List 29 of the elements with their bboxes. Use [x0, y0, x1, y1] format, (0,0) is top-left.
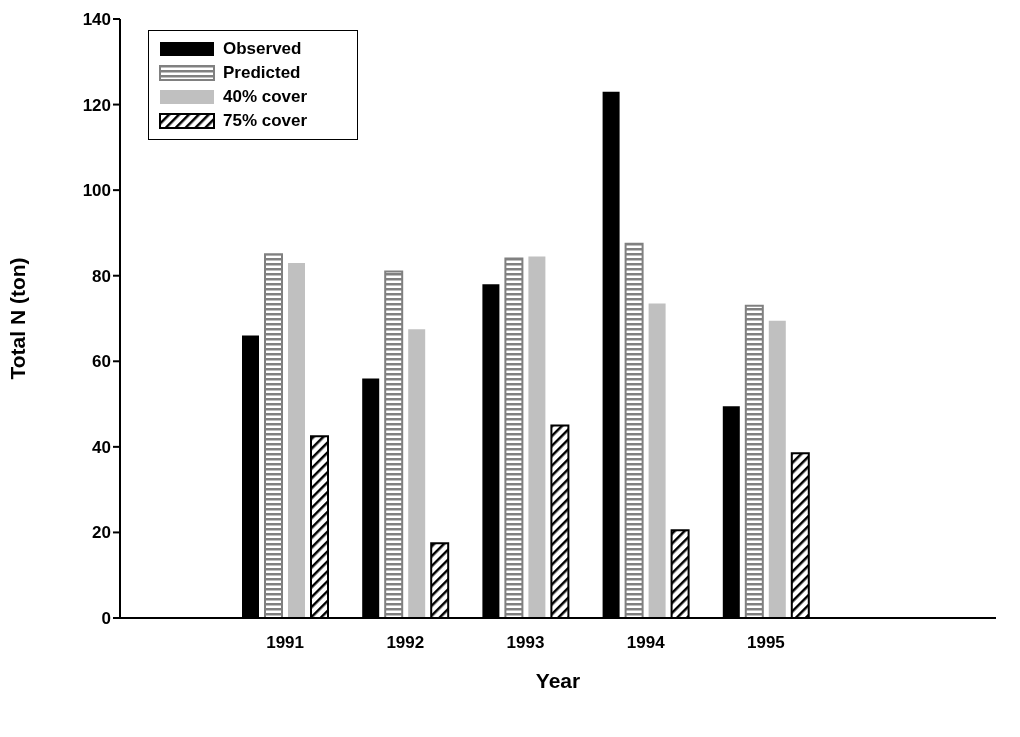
x-tick-label: 1995 [746, 633, 785, 653]
bar [744, 304, 764, 618]
bar [384, 270, 404, 618]
bar [504, 257, 524, 618]
y-tick-label: 0 [101, 609, 111, 629]
y-tick-label: 100 [82, 181, 111, 201]
y-tick-label: 60 [92, 352, 111, 372]
legend-label: 75% cover [223, 110, 309, 132]
y-tick-label: 120 [82, 95, 111, 115]
bar [288, 262, 305, 618]
legend-label: 40% cover [223, 86, 309, 108]
bar [648, 303, 666, 618]
y-tick-label: 140 [82, 10, 111, 30]
bar [408, 329, 426, 618]
bar [528, 256, 546, 618]
legend-label: Observed [223, 38, 303, 60]
y-tick-label: 80 [92, 266, 111, 286]
bar [624, 242, 644, 618]
y-tick-label: 40 [92, 437, 111, 457]
x-tick-label: 1994 [626, 633, 666, 653]
x-axis-title: Year [535, 669, 581, 692]
bar [768, 320, 786, 618]
x-tick-label: 1992 [386, 633, 425, 653]
x-tick-label: 1991 [266, 633, 305, 653]
bar [264, 253, 283, 618]
x-tick-label: 1993 [506, 633, 545, 653]
legend-label: Predicted [223, 62, 302, 84]
y-tick-label: 20 [92, 523, 111, 543]
y-axis-title: Total N (ton) [6, 257, 30, 380]
